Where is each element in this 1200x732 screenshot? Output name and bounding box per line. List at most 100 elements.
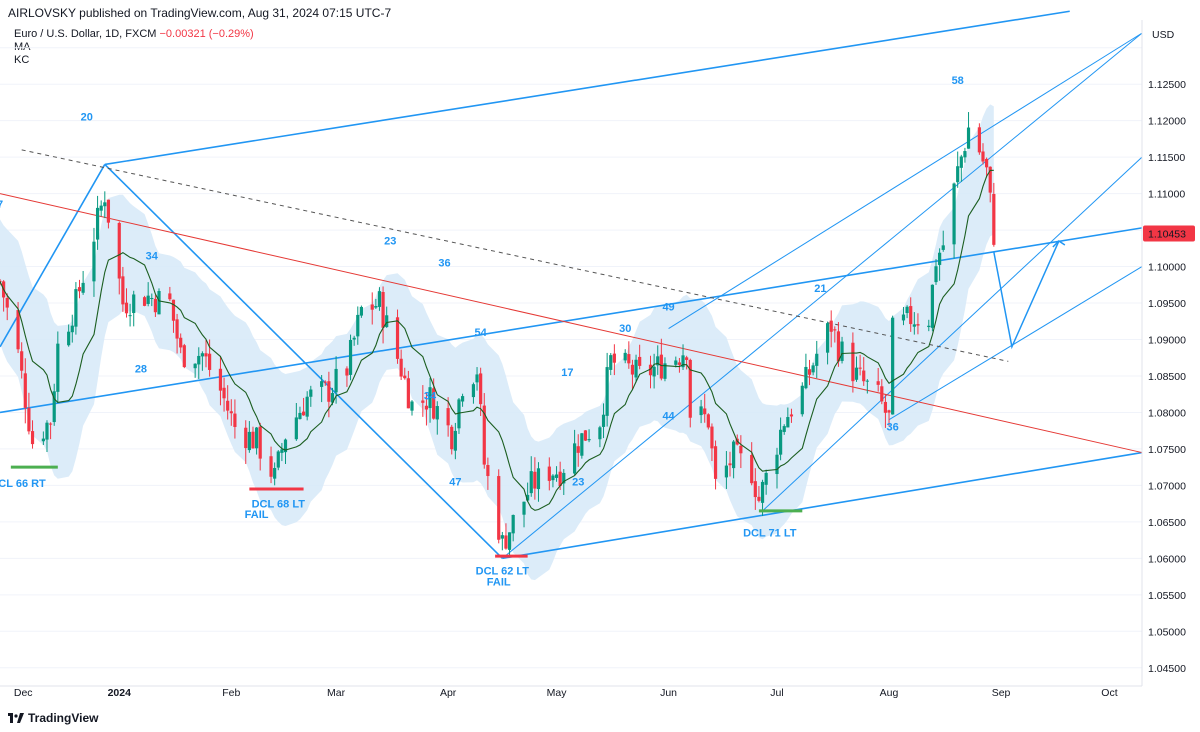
candle-body [479,373,483,405]
time-tick-label: 2024 [108,687,132,699]
cycle-annotation: 7 [0,199,3,211]
candle-body [432,388,436,419]
candle-body [23,373,27,408]
candle-body [656,356,660,366]
channel-line-upper [502,32,1143,559]
indicator-kc[interactable]: KC [14,54,30,66]
time-tick-label: Aug [880,687,899,699]
candle-body [0,280,2,282]
candle-body [909,306,913,325]
candle-body [74,289,78,327]
candle-body [157,291,161,315]
candle-body [359,306,363,316]
candle-body [699,406,703,416]
candle-body [5,297,9,308]
candle-body [251,431,255,449]
candle-body [963,151,967,158]
price-tick-label: 1.10000 [1148,262,1186,274]
candle-body [309,389,313,397]
red-trend-line [0,193,1143,454]
candle-body [193,363,197,369]
cycle-annotation: FAIL [487,576,511,588]
last-price-badge [1143,225,1195,242]
candle-body [385,315,389,328]
cycle-annotation: 47 [449,476,461,488]
candles [0,112,996,558]
candle-body [320,381,324,387]
candle-body [446,408,450,426]
candle-body [410,401,414,411]
candle-body [916,324,920,326]
candle-body [381,291,385,328]
candle-body [453,430,457,451]
candle-body [16,310,20,350]
publisher-line: AIRLOVSKY published on TradingView.com, … [8,6,392,20]
price-change: −0.00321 (−0.29%) [159,28,254,40]
candle-body [789,414,794,417]
candle-body [840,341,844,361]
candle-body [764,472,768,485]
cycle-annotation: 44 [662,411,675,423]
candle-body [851,342,855,382]
candle-body [891,317,895,415]
candle-body [985,158,989,168]
upper-trend-line [104,10,1070,166]
candle-body [52,391,56,423]
candle-body [124,302,129,314]
footer-brand[interactable]: TradingView [8,711,98,725]
candle-body [305,396,309,417]
dashed-trend-line [21,149,1009,362]
candle-body [573,443,577,474]
candle-body [703,408,707,415]
cycle-annotation: 36 [887,422,899,434]
candle-body [168,293,172,300]
channel-line-mid [762,156,1143,512]
time-tick-label: Feb [222,687,240,699]
candle-body [356,314,360,337]
candle-body [757,496,761,501]
candle-body [706,414,710,428]
candle-body [927,325,931,328]
price-tick-label: 1.12000 [1148,116,1186,128]
candle-body [70,325,74,333]
cycle-annotation: 34 [424,390,437,402]
candle-body [554,474,559,478]
brand-name: TradingView [28,711,99,725]
candle-body [460,396,465,402]
candle-body [421,400,425,403]
candle-body [280,449,284,453]
candle-body [403,375,407,379]
candle-body [352,337,356,340]
candle-body [179,337,183,348]
candle-body [500,535,504,539]
candle-body [142,297,147,306]
candle-body [977,127,981,153]
price-tick-label: 1.11500 [1148,152,1185,164]
candle-body [952,183,956,245]
candle-body [254,427,259,449]
candle-body [854,367,859,380]
candle-body [45,422,49,440]
candle-body [724,465,728,478]
candle-body [258,426,262,459]
channel-line-lower [888,266,1143,421]
price-tick-label: 1.09500 [1148,298,1186,310]
indicator-ma[interactable]: MA [14,41,31,53]
candle-body [330,393,335,403]
time-tick-label: Jul [770,687,783,699]
lower-trend-line-long [0,227,1143,414]
candle-body [825,323,830,353]
cycle-annotation: DCL 68 LT [252,498,306,510]
chart-legend: Euro / U.S. Dollar, 1D, FXCM −0.00321 (−… [14,28,254,67]
candle-body [30,431,35,445]
cycle-annotation: DCL 71 LT [743,527,797,539]
candle-body [283,439,288,453]
candle-body [233,413,237,427]
candle-body [334,368,338,393]
candle-body [348,339,353,375]
candle-body [128,315,132,317]
time-tick-label: Jun [660,687,677,699]
candle-body [301,411,306,416]
candle-body [48,423,53,425]
